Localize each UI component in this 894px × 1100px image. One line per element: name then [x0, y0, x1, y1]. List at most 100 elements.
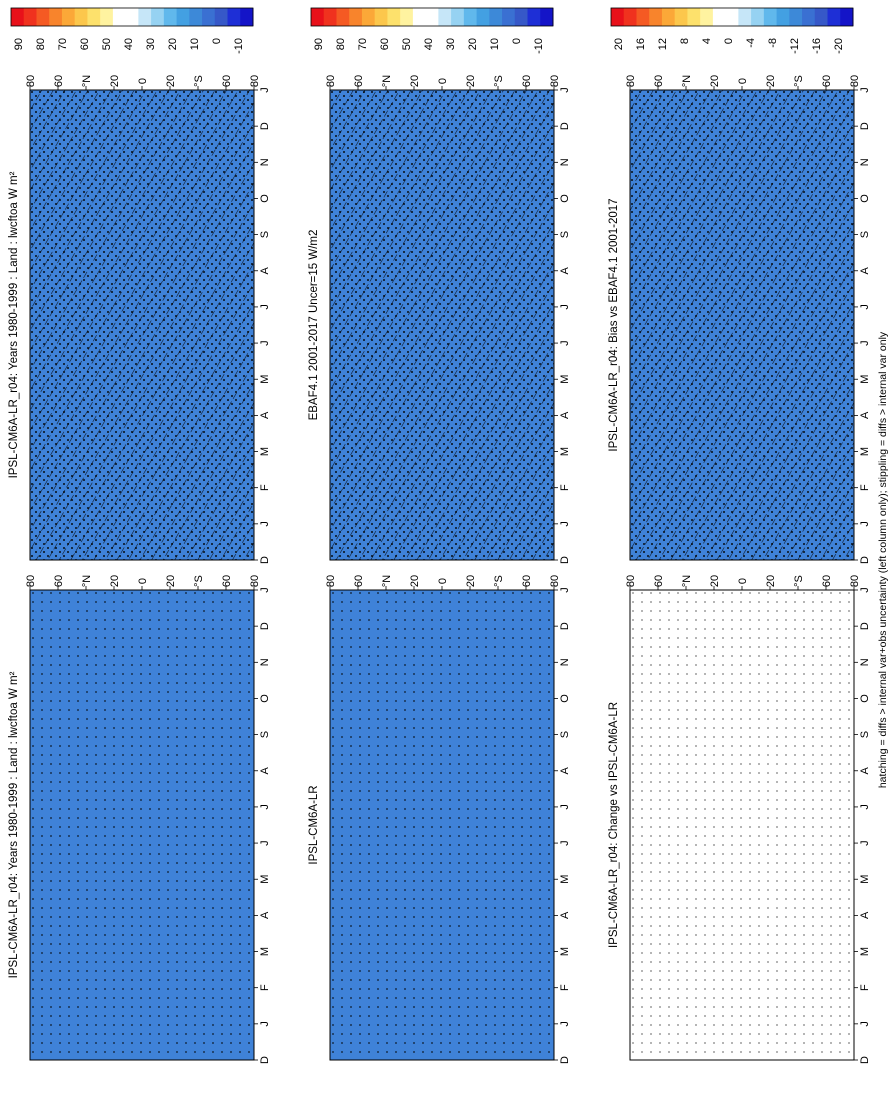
month-tick-label: J [259, 804, 271, 810]
panel-title: IPSL-CM6A-LR [308, 785, 320, 864]
month-tick-label: S [559, 231, 571, 238]
month-tick-label: S [859, 731, 871, 738]
plot-area-p4 [330, 590, 554, 1060]
lat-tick-label: 20 [765, 575, 777, 587]
colorbar-swatch [438, 8, 452, 26]
colorbar-swatch [23, 8, 37, 26]
colorbar-swatch [527, 8, 541, 26]
colorbar-swatch [138, 8, 152, 26]
colorbar-swatch [476, 8, 490, 26]
colorbar-swatch [163, 8, 178, 26]
lat-tick-label: 80 [325, 575, 337, 587]
month-tick-label: J [859, 587, 871, 593]
lat-tick-label: 60 [521, 575, 533, 587]
lat-tick-label: 80 [25, 575, 37, 587]
lat-tick-label: 20 [409, 75, 421, 87]
stippling [330, 590, 554, 1060]
figure-footnote: hatching = diffs > internal var+obs unce… [877, 331, 889, 788]
colorbar-tick-label: 8 [679, 38, 691, 44]
lat-tick-label: 20 [409, 575, 421, 587]
colorbar-swatch [202, 8, 216, 26]
month-tick-label: A [559, 766, 571, 774]
month-tick-label: D [559, 556, 571, 564]
lat-tick-label: 20 [165, 75, 177, 87]
month-tick-label: D [859, 1056, 871, 1064]
lat-tick-label: 20 [709, 75, 721, 87]
lat-tick-label: 80 [249, 75, 261, 87]
month-tick-label: O [859, 194, 871, 203]
hatching [330, 90, 554, 560]
month-tick-label: J [559, 1021, 571, 1027]
colorbar-abs-mid: 90 80 70 60 50 40 30 20 10 0 -10 [310, 7, 554, 54]
colorbar-tick-label: 50 [401, 38, 413, 50]
month-tick-label: M [859, 375, 871, 384]
month-tick-label: A [259, 766, 271, 774]
month-tick-label: J [259, 521, 271, 527]
plot-area-p1 [30, 90, 254, 560]
colorbar-tick-label: 20 [467, 38, 479, 50]
month-tick-label: M [559, 447, 571, 456]
month-tick-label: M [259, 375, 271, 384]
lat-tick-label: 20 [465, 75, 477, 87]
lat-tick-label: 60 [53, 75, 65, 87]
lat-tick-label: 80 [849, 575, 861, 587]
colorbar-swatch [349, 8, 363, 26]
colorbar-tick-label: 40 [123, 38, 135, 50]
colorbar-swatch [125, 8, 139, 26]
colorbar-tick-label: 30 [145, 38, 157, 50]
month-tick-label: M [259, 447, 271, 456]
colorbar-swatch [502, 8, 516, 26]
panel-title: IPSL-CM6A-LR_r04: Change vs IPSL-CM6A-LR [608, 702, 620, 948]
month-tick-label: A [559, 266, 571, 274]
colorbar-tick-label: 10 [489, 38, 501, 50]
lat-tick-label: 60 [221, 75, 233, 87]
lat-tick-label: 60 [221, 575, 233, 587]
colorbar-swatch [611, 8, 625, 26]
month-tick-label: M [859, 947, 871, 956]
colorbar-swatch [240, 8, 254, 26]
colorbar-swatch [712, 8, 727, 26]
month-tick-label: F [859, 984, 871, 991]
colorbar-swatch [336, 8, 350, 26]
colorbar-swatch [661, 8, 676, 26]
lat-tick-label: °N [381, 575, 393, 587]
panel-title: EBAF4.1 2001-2017 Uncer=15 W/m2 [308, 230, 320, 421]
month-tick-label: F [559, 984, 571, 991]
colorbar-swatch [151, 8, 165, 26]
lat-tick-label: °N [681, 75, 693, 87]
lat-tick-label: 60 [353, 575, 365, 587]
month-tick-label: A [859, 266, 871, 274]
colorbar-swatch [74, 8, 88, 26]
lat-tick-label: 80 [625, 575, 637, 587]
month-tick-label: J [259, 87, 271, 93]
panel-title: IPSL-CM6A-LR_r04: Bias vs EBAF4.1 2001-2… [608, 198, 620, 451]
month-tick-label: D [859, 622, 871, 630]
month-tick-label: J [559, 521, 571, 527]
colorbar-tick-label: 20 [613, 38, 625, 50]
month-tick-label: A [259, 266, 271, 274]
month-tick-label: M [859, 447, 871, 456]
month-tick-label: J [859, 804, 871, 810]
colorbar-swatch [489, 8, 503, 26]
month-tick-label: D [559, 622, 571, 630]
month-tick-label: N [859, 658, 871, 666]
colorbar-swatch [451, 8, 465, 26]
lat-tick-label: °N [381, 75, 393, 87]
colorbar-swatch [176, 8, 190, 26]
month-tick-label: J [259, 340, 271, 346]
colorbar-tick-label: 90 [313, 38, 325, 50]
month-tick-label: J [859, 340, 871, 346]
lat-tick-label: 60 [353, 75, 365, 87]
colorbar-tick-label: 50 [101, 38, 113, 50]
lat-tick-label: 80 [249, 575, 261, 587]
lat-tick-label: 20 [765, 75, 777, 87]
lat-tick-label: °S [793, 575, 805, 587]
month-tick-label: N [559, 158, 571, 166]
month-tick-label: D [259, 622, 271, 630]
lat-tick-label: 0 [737, 78, 749, 84]
plot-area-p2 [30, 590, 254, 1060]
month-tick-label: J [559, 804, 571, 810]
lat-tick-label: 20 [165, 575, 177, 587]
month-tick-label: A [259, 411, 271, 419]
